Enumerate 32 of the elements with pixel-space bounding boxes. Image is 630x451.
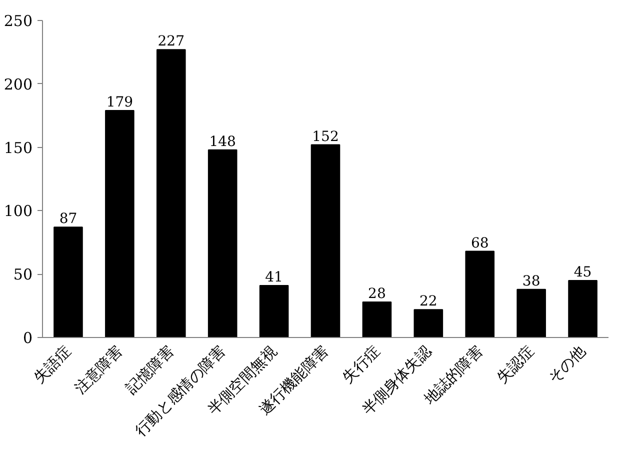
bar bbox=[105, 110, 134, 338]
y-tick-label: 50 bbox=[13, 266, 33, 284]
data-label: 68 bbox=[470, 235, 489, 252]
bar bbox=[465, 250, 495, 338]
data-label: 28 bbox=[368, 286, 386, 302]
y-tick-label: 150 bbox=[4, 138, 33, 157]
bar bbox=[259, 285, 289, 338]
y-tick-label: 0 bbox=[22, 329, 33, 347]
data-label: 179 bbox=[106, 94, 134, 111]
y-tick-label: 200 bbox=[4, 75, 33, 94]
y-tick-label: 250 bbox=[4, 12, 33, 30]
data-label: 45 bbox=[574, 264, 592, 280]
bar bbox=[362, 301, 392, 338]
x-tick-label: その他 bbox=[544, 342, 590, 387]
bar bbox=[208, 149, 238, 338]
data-label: 148 bbox=[209, 134, 236, 150]
bar bbox=[414, 309, 444, 338]
y-tick-label: 100 bbox=[4, 202, 33, 220]
x-tick-label: 失語症 bbox=[30, 342, 75, 387]
bar bbox=[568, 280, 598, 338]
data-label: 227 bbox=[158, 34, 185, 50]
bar bbox=[310, 144, 340, 338]
bar bbox=[516, 288, 546, 338]
data-label: 22 bbox=[420, 294, 438, 310]
x-tick-label: 失認症 bbox=[493, 342, 538, 387]
data-label: 87 bbox=[59, 211, 78, 228]
bar bbox=[54, 226, 83, 338]
data-label: 38 bbox=[522, 273, 540, 290]
data-label: 152 bbox=[312, 128, 339, 145]
data-label: 41 bbox=[265, 270, 283, 286]
bar bbox=[156, 49, 186, 338]
x-tick-label: 失行症 bbox=[338, 342, 384, 387]
